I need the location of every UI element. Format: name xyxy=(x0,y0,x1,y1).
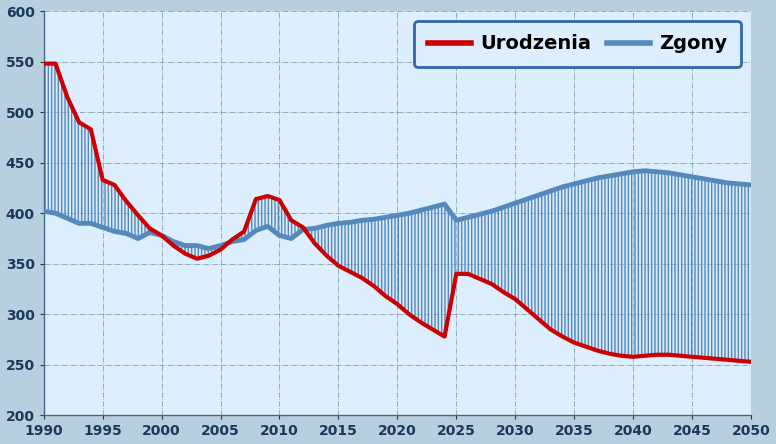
Legend: Urodzenia, Zgony: Urodzenia, Zgony xyxy=(414,21,741,67)
